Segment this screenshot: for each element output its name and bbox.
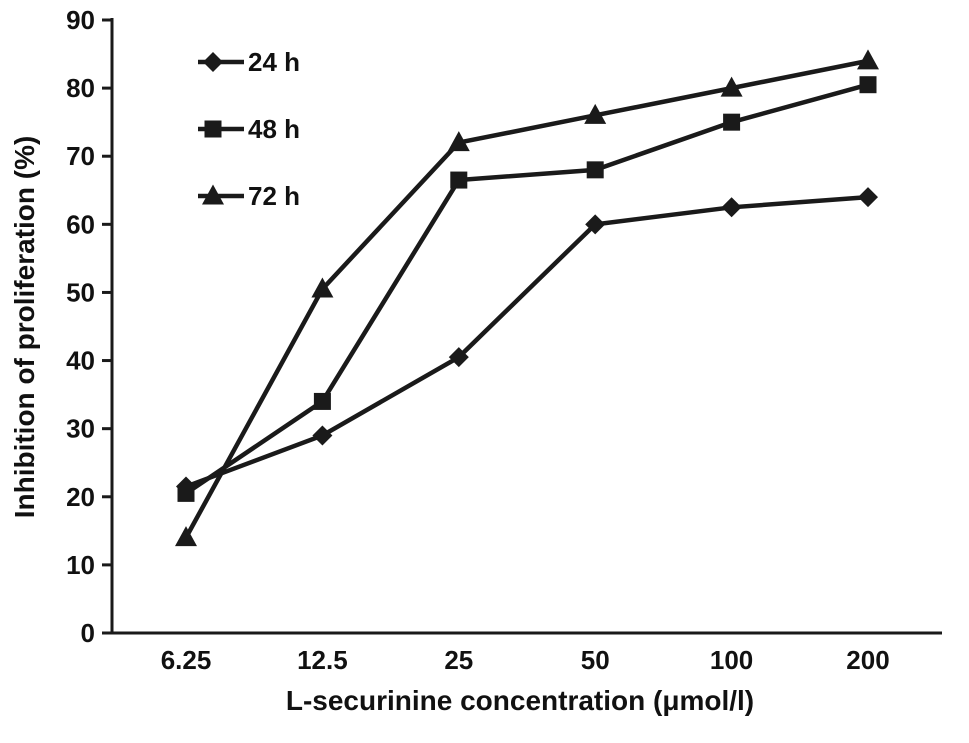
x-tick-label: 6.25 — [161, 645, 212, 675]
y-tick-label: 30 — [66, 414, 95, 444]
marker-diamond-icon — [203, 52, 223, 72]
y-tick-label: 60 — [66, 209, 95, 239]
marker-square-icon — [723, 113, 741, 131]
y-tick-label: 70 — [66, 141, 95, 171]
marker-triangle-icon — [202, 184, 224, 205]
x-tick-label: 12.5 — [297, 645, 348, 675]
marker-triangle-icon — [175, 526, 197, 547]
marker-square-icon — [313, 392, 331, 410]
y-tick-label: 10 — [66, 550, 95, 580]
series-24-h — [176, 187, 878, 497]
marker-square-icon — [859, 76, 877, 94]
marker-triangle-icon — [584, 103, 607, 124]
legend-label: 48 h — [248, 114, 300, 144]
series-48-h — [177, 76, 877, 502]
marker-diamond-icon — [585, 214, 606, 235]
plot-area: 0 10 20 30 40 50 60 70 80 90 6.25 12.5 25 50 100 200 24 … — [66, 5, 942, 675]
y-tick-label: 80 — [66, 73, 95, 103]
marker-triangle-icon — [720, 76, 743, 97]
series-line — [185, 194, 869, 489]
y-tick-label: 20 — [66, 482, 95, 512]
legend-item-24-h: 24 h — [198, 47, 300, 77]
legend-item-48-h: 48 h — [198, 114, 300, 144]
y-tick-label: 0 — [81, 618, 95, 648]
x-tick-label: 50 — [581, 645, 610, 675]
y-tick-label: 90 — [66, 5, 95, 35]
x-tick-label: 200 — [846, 645, 889, 675]
x-tick-label: 100 — [710, 645, 753, 675]
marker-triangle-icon — [857, 49, 879, 70]
marker-square-icon — [204, 120, 222, 138]
marker-triangle-icon — [447, 131, 470, 152]
y-tick-label: 50 — [66, 277, 95, 307]
legend-item-72-h: 72 h — [198, 181, 300, 211]
series-line — [184, 58, 869, 539]
x-tick-label: 25 — [444, 645, 473, 675]
series-72-h — [175, 49, 879, 547]
marker-square-icon — [450, 171, 468, 189]
marker-diamond-icon — [858, 187, 878, 208]
marker-diamond-icon — [448, 347, 469, 368]
marker-square-icon — [177, 484, 195, 502]
marker-triangle-icon — [311, 277, 334, 298]
marker-diamond-icon — [312, 425, 333, 446]
legend-label: 24 h — [248, 47, 300, 77]
marker-square-icon — [586, 161, 604, 179]
x-axis-title: L-securinine concentration (μmol/l) — [286, 685, 754, 716]
y-axis-title: Inhibition of proliferation (%) — [9, 136, 40, 519]
legend-label: 72 h — [248, 181, 300, 211]
marker-diamond-icon — [721, 197, 742, 218]
series-line — [184, 82, 869, 496]
y-tick-label: 40 — [66, 346, 95, 376]
